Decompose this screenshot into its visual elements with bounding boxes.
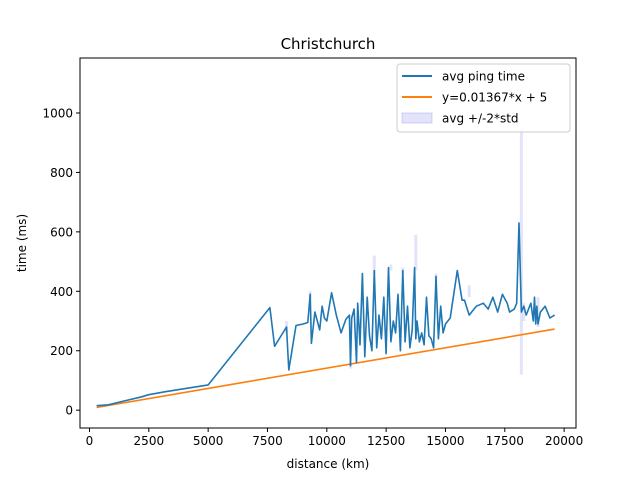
y-tick-label: 400: [50, 285, 73, 299]
legend-swatch-std-band: [401, 112, 433, 124]
chart-title: Christchurch: [281, 35, 376, 53]
x-tick-label: 20000: [545, 434, 583, 448]
std-band-segment: [372, 255, 376, 274]
legend: avg ping time y=0.01367*x + 5 avg +/-2*s…: [396, 63, 571, 133]
y-tick-label: 200: [50, 344, 73, 358]
x-tick-label: 5000: [193, 434, 224, 448]
x-tick-label: 17500: [486, 434, 524, 448]
y-tick-label: 800: [50, 166, 73, 180]
std-band-segment: [414, 234, 418, 271]
std-band-segment: [389, 264, 393, 271]
x-axis-ticks: 0 2500 5000 7500 10000 12500 15000 17500 20000: [86, 428, 583, 448]
y-axis-label: time (ms): [15, 214, 29, 272]
y-tick-label: 0: [65, 404, 73, 418]
x-tick-label: 0: [86, 434, 94, 448]
std-band-segment: [467, 285, 471, 298]
series-line-avg-ping: [96, 222, 556, 407]
y-tick-label: 1000: [42, 106, 73, 120]
plot-frame: [79, 57, 577, 429]
legend-label-std-band: avg +/-2*std: [442, 112, 519, 126]
legend-box: [396, 63, 571, 133]
x-tick-label: 12500: [367, 434, 405, 448]
legend-label-fit-line: y=0.01367*x + 5: [442, 91, 547, 105]
y-tick-label: 600: [50, 225, 73, 239]
x-axis-label: distance (km): [287, 457, 370, 471]
x-tick-label: 7500: [252, 434, 283, 448]
x-tick-label: 2500: [134, 434, 165, 448]
x-tick-label: 15000: [426, 434, 464, 448]
legend-label-avg-ping: avg ping time: [442, 70, 525, 84]
y-axis-ticks: 0 200 400 600 800 1000: [42, 106, 80, 418]
series-layer: [96, 222, 556, 409]
x-tick-label: 10000: [308, 434, 346, 448]
series-line-fit: [96, 328, 555, 409]
std-band-segment: [519, 127, 523, 375]
